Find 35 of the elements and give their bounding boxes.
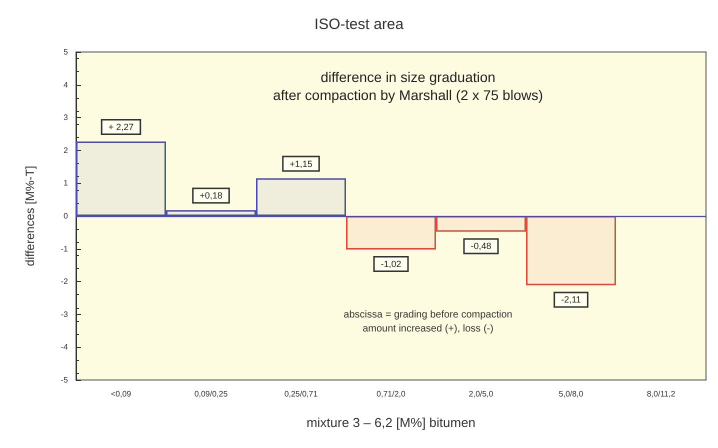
data-label: + 2,27 bbox=[108, 122, 134, 132]
annotation: abscissa = grading before compaction amount increased (+), loss (-) bbox=[344, 310, 512, 334]
y-tick-label: 5 bbox=[64, 48, 69, 56]
y-tick-label: 3 bbox=[64, 113, 69, 122]
chart-title: ISO-test area bbox=[314, 16, 404, 33]
y-tick-label: 0 bbox=[64, 212, 69, 220]
x-tick-label: 0,71/2,0 bbox=[376, 390, 406, 398]
bar bbox=[166, 210, 256, 216]
x-tick-label: <0,09 bbox=[110, 390, 132, 398]
data-label: -0,48 bbox=[470, 241, 492, 252]
bar bbox=[346, 216, 436, 250]
y-axis-title: differences [M%-T] bbox=[23, 166, 37, 266]
y-tick-label: -4 bbox=[60, 342, 69, 352]
bar bbox=[436, 216, 526, 232]
x-tick-label: 0,25/0,71 bbox=[284, 390, 318, 398]
bar bbox=[76, 142, 166, 216]
y-tick-label: 2 bbox=[64, 146, 69, 155]
y-tick-label: -3 bbox=[60, 310, 69, 319]
y-tick-label: 4 bbox=[64, 80, 69, 90]
x-axis-title: mixture 3 – 6,2 [M%] bitumen bbox=[306, 415, 476, 430]
y-tick-label: -1 bbox=[60, 244, 69, 254]
x-tick-label: 0,09/0,25 bbox=[194, 390, 228, 398]
data-label: -2,11 bbox=[561, 294, 581, 305]
x-tick-label: 2,0/5,0 bbox=[468, 390, 494, 398]
y-tick-label: -5 bbox=[60, 376, 69, 384]
bar bbox=[256, 178, 346, 216]
data-label: -1,02 bbox=[380, 258, 402, 269]
annotation: difference in size graduation after compaction by Marshall (2 x 75 blows) bbox=[273, 69, 543, 103]
x-tick-label: 8,0/11,2 bbox=[646, 390, 676, 398]
x-tick-label: 5,0/8,0 bbox=[558, 390, 584, 398]
y-tick-label: -2 bbox=[60, 277, 69, 286]
data-label: +0,18 bbox=[200, 190, 222, 201]
data-label: +1,15 bbox=[290, 158, 312, 169]
bar bbox=[526, 216, 616, 286]
y-tick-label: 1 bbox=[64, 178, 69, 188]
